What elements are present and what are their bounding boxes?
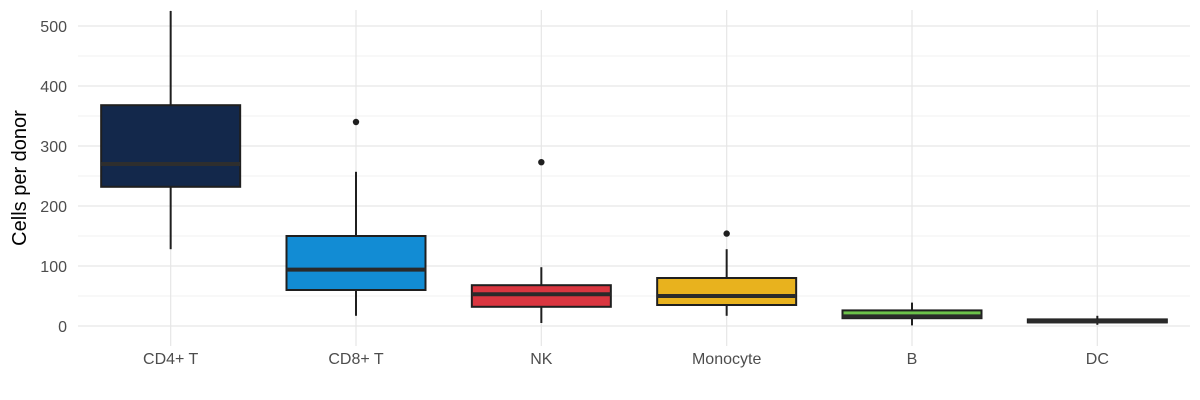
y-tick-label: 200 [40,199,67,216]
x-tick-label: Monocyte [692,351,761,368]
x-tick-label: DC [1086,351,1109,368]
outlier-point [538,159,545,166]
minor-gridlines [78,55,1190,297]
y-tick-label: 400 [40,79,67,96]
box-dc [1026,315,1168,325]
y-axis-tick-labels: 0 100 200 300 400 500 [40,19,67,336]
box-cd8-t [285,118,427,316]
y-tick-label: 100 [40,259,67,276]
x-tick-label: CD8+ T [328,351,384,368]
box-cd4-t [100,11,242,250]
x-axis-tick-labels: CD4+ T CD8+ T NK Monocyte B DC [143,351,1109,368]
box-b [841,302,983,326]
outlier-point [352,118,360,126]
x-tick-label: CD4+ T [143,351,199,368]
x-tick-label: B [907,351,918,368]
y-tick-label: 300 [40,139,67,156]
outlier-point [723,230,730,237]
x-tick-label: NK [530,351,553,368]
box-body [100,104,242,188]
box-body [656,277,798,306]
box-body [285,235,427,291]
y-tick-label: 500 [40,19,67,36]
y-tick-label: 0 [58,319,67,336]
box-nk [470,159,612,323]
box-monocyte [656,230,798,316]
y-axis-title: Cells per donor [9,110,31,246]
boxes [100,11,1168,326]
